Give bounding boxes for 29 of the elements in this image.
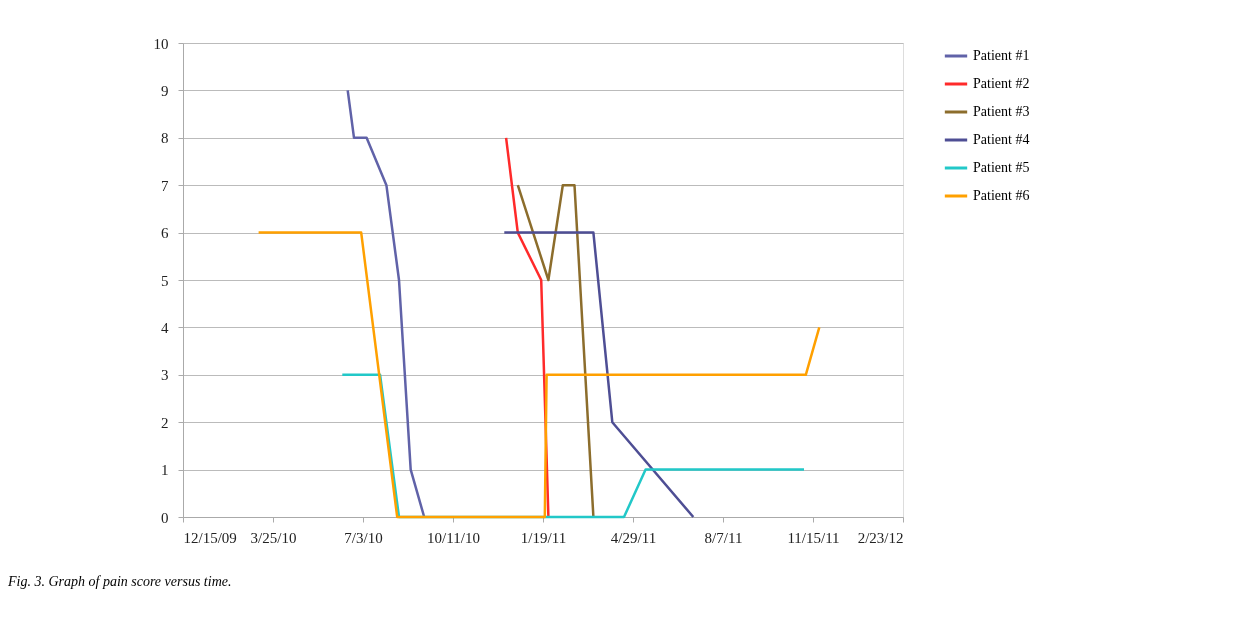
y-tick-label: 7 (161, 177, 169, 194)
x-tick-label: 12/15/09 (183, 529, 237, 546)
x-tick-label: 3/25/10 (250, 529, 297, 546)
y-tick-label: 10 (153, 35, 169, 52)
x-tick-label: 4/29/11 (610, 529, 657, 546)
x-tick-label: 10/11/10 (427, 529, 480, 546)
legend-label: Patient #2 (973, 76, 1030, 91)
x-tick-label: 8/7/11 (704, 529, 743, 546)
y-tick-label: 3 (161, 367, 169, 384)
y-tick-label: 5 (161, 272, 169, 289)
legend-label: Patient #6 (973, 188, 1030, 203)
y-tick-label: 2 (161, 414, 169, 431)
legend-label: Patient #3 (973, 104, 1030, 119)
x-tick-label: 1/19/11 (520, 529, 567, 546)
x-tick-label: 2/23/12 (857, 529, 904, 546)
caption: Fig. 3. Graph of pain score versus time. (7, 574, 232, 589)
y-tick-label: 9 (161, 82, 169, 99)
legend-label: Patient #4 (973, 132, 1030, 147)
y-tick-label: 8 (161, 130, 169, 147)
y-tick-label: 4 (161, 319, 169, 336)
x-tick-label: 7/3/10 (344, 529, 383, 546)
y-tick-label: 6 (161, 225, 169, 242)
legend-label: Patient #1 (973, 48, 1030, 63)
y-tick-label: 1 (161, 462, 169, 479)
line-series (257, 231, 821, 519)
x-tick-label: 11/15/11 (787, 529, 840, 546)
line-series (346, 89, 426, 519)
y-tick-label: 0 (161, 509, 169, 526)
legend-label: Patient #5 (973, 160, 1030, 175)
